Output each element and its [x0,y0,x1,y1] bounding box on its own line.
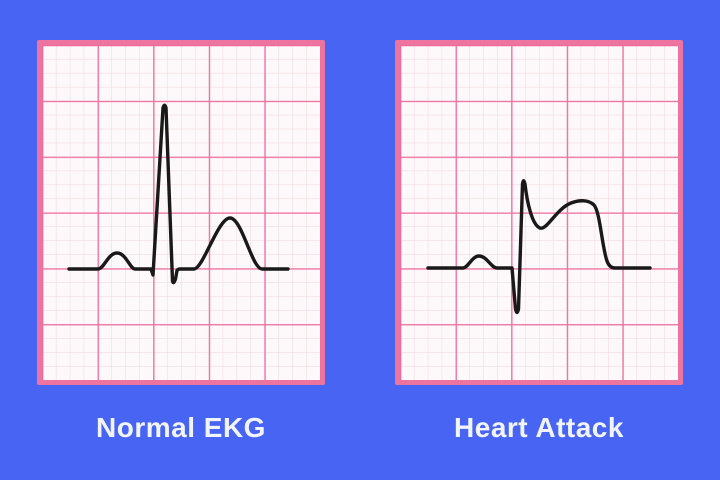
normal-ekg-grid-chart [42,45,320,380]
normal-ekg-figure: Normal EKG [37,40,325,444]
heart-attack-panel [395,40,683,385]
heart-attack-figure: Heart Attack [395,40,683,444]
normal-ekg-panel [37,40,325,385]
heart-attack-label: Heart Attack [454,412,624,443]
ekg-major-grid [400,45,678,380]
heart-attack-grid-chart [400,45,678,380]
heart-attack-trace [426,179,652,315]
normal-ekg-label: Normal EKG [96,412,266,443]
normal-ekg-trace [67,103,290,285]
ekg-major-grid [42,45,320,380]
